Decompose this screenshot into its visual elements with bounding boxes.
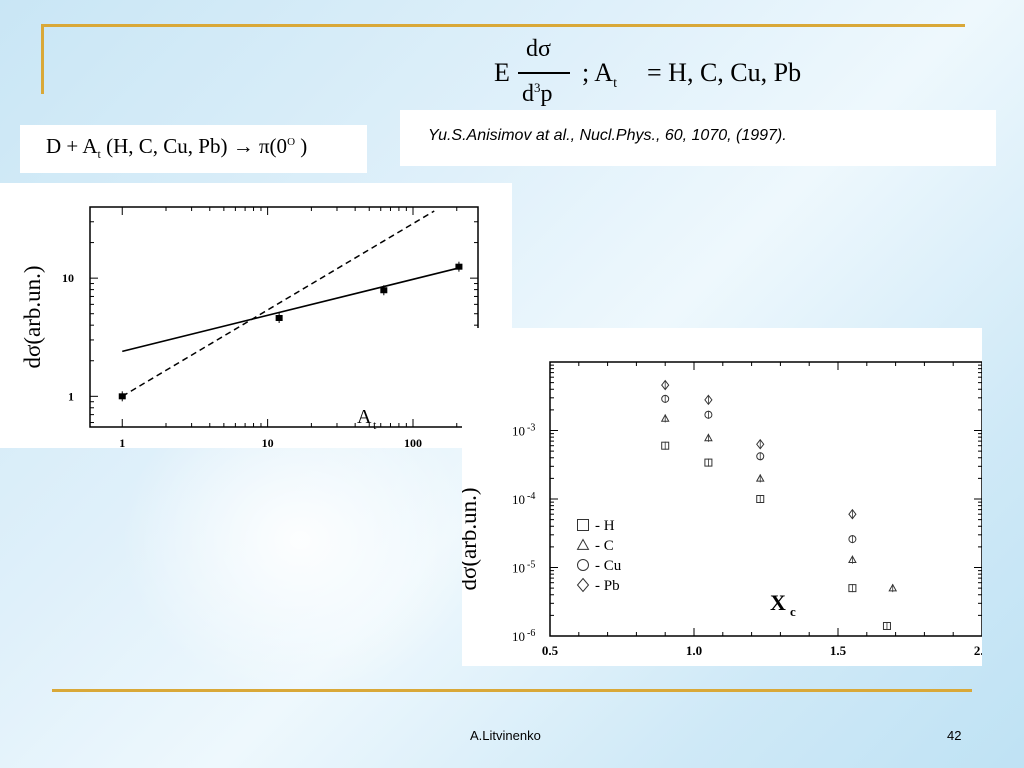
legend-symbol-triangle [576,538,590,550]
chart-xc-dependence-svg: 0.51.01.52.010-310-410-510-6- H- C- Cu- … [456,361,990,658]
footer-author: A.Litvinenko [470,728,541,743]
x-axis-label-sub: t [373,418,377,432]
x-tick-label: 10 [262,436,274,448]
x-tick-label: 100 [404,436,422,448]
footer-page-number: 42 [947,728,962,743]
x-tick-label: 0.5 [542,643,559,658]
data-point-pb [704,394,713,406]
y-tick-label-exponent: -5 [527,560,535,571]
formula-numerator: dσ [526,36,551,62]
formula-target-list: = H, C, Cu, Pb [647,58,802,87]
legend-label: - Cu [595,558,622,574]
y-axis-label: dσ(arb.un.) [20,265,45,368]
data-point-pb [756,438,765,450]
legend-symbol-circle [577,559,589,571]
chart-xc-dependence: 0.51.01.52.010-310-410-510-6- H- C- Cu- … [456,328,990,666]
y-tick-label: 10 [512,561,525,576]
y-tick-label: 10 [512,629,525,644]
data-point-pb [848,508,857,520]
legend-label: - H [595,518,615,534]
y-tick-label: 1 [68,389,74,403]
x-axis-label-sub: c [790,604,796,619]
x-axis-label: X [770,590,786,615]
y-tick-label-exponent: -3 [527,423,535,434]
reaction-formula: D + At (H, C, Cu, Pb) → π(0O ) [46,134,308,162]
legend-label: - Pb [595,578,620,594]
legend-symbol-diamond [576,577,590,593]
fraction-bar [518,72,570,74]
x-tick-label: 2.0 [974,643,982,658]
legend-label: - C [595,538,614,554]
plot-frame [549,361,983,637]
plot-frame [89,206,479,428]
data-point-pb [661,379,670,391]
bottom-horizontal-rule [52,689,972,692]
formula-target: ; At [582,58,617,92]
chart-a-dependence-svg: 1 10 100 1 10 dσ(arb.un.) A t [20,206,479,450]
fit-line-dashed [121,210,435,397]
y-tick-label: 10 [62,271,74,285]
top-horizontal-rule [41,24,965,27]
x-tick-label: 1.5 [830,643,847,658]
reaction-box: D + At (H, C, Cu, Pb) → π(0O ) [20,125,367,173]
legend-symbol-square [577,519,589,531]
y-tick-label: 10 [512,424,525,439]
x-tick-label: 1.0 [686,643,702,658]
formula-e: E [494,58,510,87]
cross-section-formula: E dσ d3p ; At = H, C, Cu, Pb [494,36,854,107]
x-axis-label: A [357,406,372,428]
formula-denominator: d3p [522,80,553,107]
y-axis-label: dσ(arb.un.) [462,487,481,590]
reference-box: Yu.S.Anisimov at al., Nucl.Phys., 60, 10… [400,110,996,166]
y-tick-label-exponent: -4 [527,491,535,502]
y-tick-label-exponent: -6 [527,628,535,639]
top-left-vertical-rule [41,24,44,94]
fit-line-solid [122,267,460,353]
x-tick-label: 1 [119,436,125,448]
y-tick-label: 10 [512,492,525,507]
reference-citation: Yu.S.Anisimov at al., Nucl.Phys., 60, 10… [428,127,787,144]
